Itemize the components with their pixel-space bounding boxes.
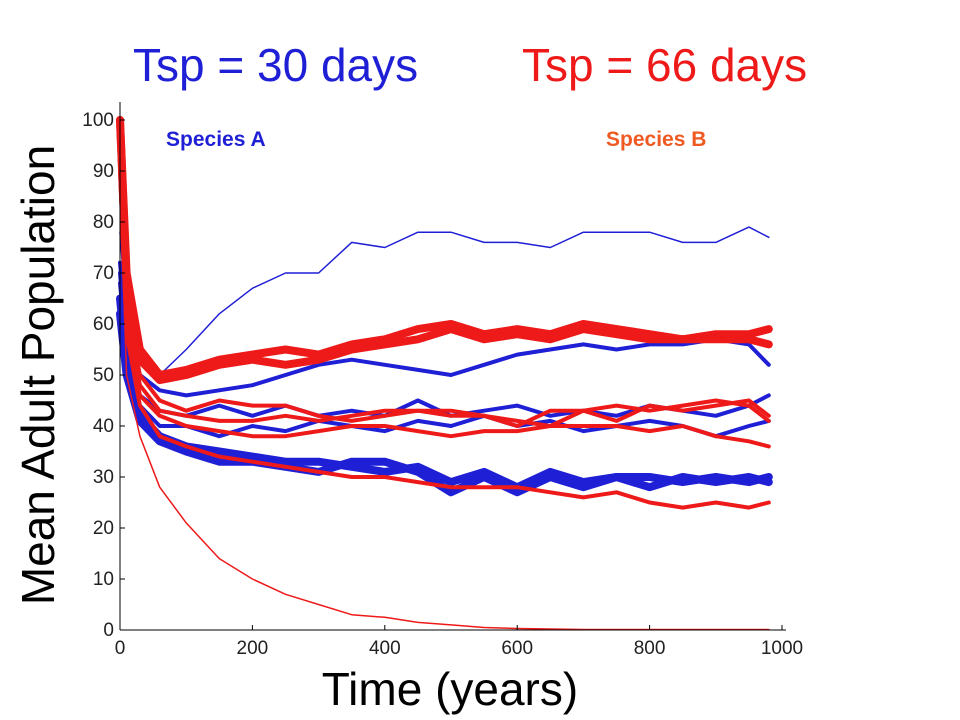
y-tick-label: 70 [93,263,114,284]
series-line-a-6 [116,309,773,497]
series-line-b-11 [118,158,771,449]
y-tick-label: 80 [93,212,114,233]
y-tick-label: 30 [93,467,114,488]
x-tick-label: 0 [115,638,126,659]
series-line-a-2 [118,260,771,398]
species-b-title: Tsp = 66 days [522,39,808,91]
y-tick-label: 100 [82,110,114,131]
series-line-a-1 [119,226,770,376]
x-tick-label: 800 [634,638,666,659]
x-tick-label: 200 [237,638,269,659]
species-b-label: Species B [606,128,707,151]
y-tick-label: 20 [93,518,114,539]
y-tick-label: 0 [103,620,114,641]
series-line-b-10 [118,153,771,428]
y-tick-label: 90 [93,161,114,182]
series-line-b-12 [118,169,771,510]
axes [119,102,786,631]
y-tick-label: 10 [93,569,114,590]
y-tick-label: 50 [93,365,114,386]
species-a-title: Tsp = 30 days [133,39,419,91]
y-tick-label: 40 [93,416,114,437]
series-line-b-9 [118,143,771,428]
x-tick-label: 600 [501,638,533,659]
y-axis-title: Mean Adult Population [12,145,64,605]
species-a-label: Species A [166,128,266,151]
y-tick-label: 60 [93,314,114,335]
series-line-b-8 [116,116,773,385]
x-tick-label: 400 [369,638,401,659]
series-line-a-4 [118,281,771,439]
series-layer [116,116,773,631]
x-axis-title: Time (years) [322,663,578,715]
x-tick-label: 1000 [761,638,803,659]
